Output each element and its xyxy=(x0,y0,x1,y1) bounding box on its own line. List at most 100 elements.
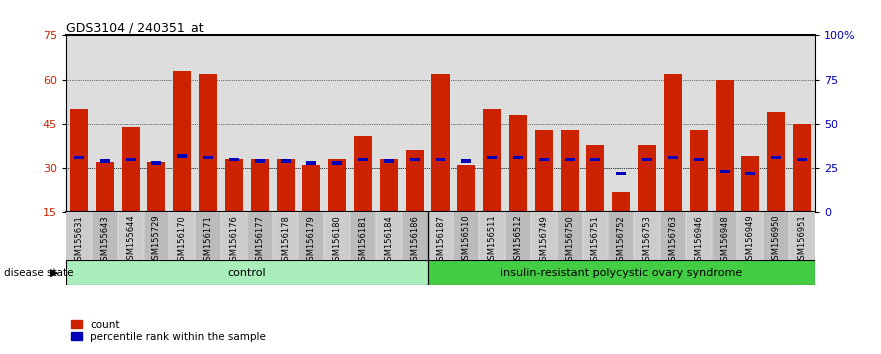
Bar xyxy=(535,130,552,212)
Text: GSM156949: GSM156949 xyxy=(746,215,755,266)
Bar xyxy=(462,159,471,163)
Bar xyxy=(302,165,321,212)
Bar xyxy=(122,127,140,212)
Bar xyxy=(793,124,811,212)
Bar xyxy=(402,35,427,212)
Bar xyxy=(177,154,188,158)
Text: GSM156171: GSM156171 xyxy=(204,215,212,266)
Bar xyxy=(376,35,402,212)
Bar xyxy=(560,130,579,212)
Bar xyxy=(299,212,324,260)
Bar xyxy=(358,158,368,161)
Text: GSM156750: GSM156750 xyxy=(565,215,574,266)
Bar xyxy=(229,158,239,161)
Text: disease state: disease state xyxy=(4,268,74,278)
Bar xyxy=(100,159,110,163)
Bar xyxy=(685,212,712,260)
Bar xyxy=(196,35,221,212)
Bar xyxy=(763,212,789,260)
Bar xyxy=(350,35,376,212)
Bar xyxy=(384,159,394,163)
Bar xyxy=(609,212,634,260)
Bar xyxy=(612,192,630,212)
Bar xyxy=(432,74,449,212)
Bar xyxy=(376,212,402,260)
Bar xyxy=(642,158,652,161)
Bar xyxy=(454,212,479,260)
Bar xyxy=(402,212,427,260)
Bar xyxy=(221,35,247,212)
Text: GSM156181: GSM156181 xyxy=(359,215,367,266)
Bar xyxy=(427,35,454,212)
Bar xyxy=(174,71,191,212)
Text: GSM156176: GSM156176 xyxy=(229,215,239,266)
Bar xyxy=(199,74,217,212)
Bar xyxy=(247,212,272,260)
Bar xyxy=(454,35,479,212)
Bar xyxy=(74,156,84,159)
Bar xyxy=(380,159,398,212)
Bar xyxy=(745,172,755,175)
Bar xyxy=(539,158,549,161)
Bar xyxy=(712,35,737,212)
Text: GSM156179: GSM156179 xyxy=(307,215,316,266)
Bar xyxy=(634,212,660,260)
Text: GSM156751: GSM156751 xyxy=(591,215,600,266)
Bar xyxy=(255,159,264,163)
Bar xyxy=(565,158,574,161)
Bar xyxy=(427,212,454,260)
Text: GSM156512: GSM156512 xyxy=(514,215,522,266)
Text: GSM156950: GSM156950 xyxy=(772,215,781,266)
Bar xyxy=(479,212,505,260)
Text: GSM156948: GSM156948 xyxy=(720,215,729,266)
Bar xyxy=(457,165,476,212)
Bar xyxy=(509,115,527,212)
Text: GSM156178: GSM156178 xyxy=(281,215,290,266)
Bar xyxy=(513,156,523,159)
Bar xyxy=(410,158,419,161)
Bar xyxy=(741,156,759,212)
Bar xyxy=(789,212,815,260)
Bar xyxy=(715,80,734,212)
Bar xyxy=(204,156,213,159)
Bar xyxy=(693,158,704,161)
Bar xyxy=(479,35,505,212)
Bar xyxy=(435,158,446,161)
Bar xyxy=(668,156,677,159)
Bar xyxy=(531,212,557,260)
Bar xyxy=(299,35,324,212)
Bar xyxy=(96,162,114,212)
Text: GSM156510: GSM156510 xyxy=(462,215,470,266)
Text: GSM156752: GSM156752 xyxy=(617,215,626,266)
Bar xyxy=(557,35,582,212)
Bar xyxy=(332,161,342,165)
Text: GSM155729: GSM155729 xyxy=(152,215,161,266)
Bar xyxy=(505,212,531,260)
Text: GDS3104 / 240351_at: GDS3104 / 240351_at xyxy=(66,21,204,34)
Text: GSM156946: GSM156946 xyxy=(694,215,703,266)
Text: GSM156184: GSM156184 xyxy=(384,215,393,266)
Bar xyxy=(737,35,763,212)
Bar xyxy=(582,212,609,260)
Text: GSM155643: GSM155643 xyxy=(100,215,109,266)
Text: ▶: ▶ xyxy=(49,268,58,278)
Bar xyxy=(280,159,291,163)
Bar xyxy=(169,35,196,212)
Bar xyxy=(251,159,269,212)
Bar xyxy=(92,35,118,212)
Bar xyxy=(92,212,118,260)
Bar xyxy=(144,35,169,212)
Text: GSM156753: GSM156753 xyxy=(642,215,652,266)
Bar xyxy=(638,144,656,212)
Bar xyxy=(354,136,372,212)
Text: GSM155631: GSM155631 xyxy=(75,215,84,266)
Bar xyxy=(720,170,729,173)
Bar xyxy=(660,35,685,212)
Bar xyxy=(487,156,497,159)
Bar xyxy=(144,212,169,260)
Bar xyxy=(660,212,685,260)
Bar xyxy=(126,158,136,161)
Bar xyxy=(277,159,294,212)
Bar xyxy=(66,260,427,285)
Text: control: control xyxy=(227,268,266,278)
